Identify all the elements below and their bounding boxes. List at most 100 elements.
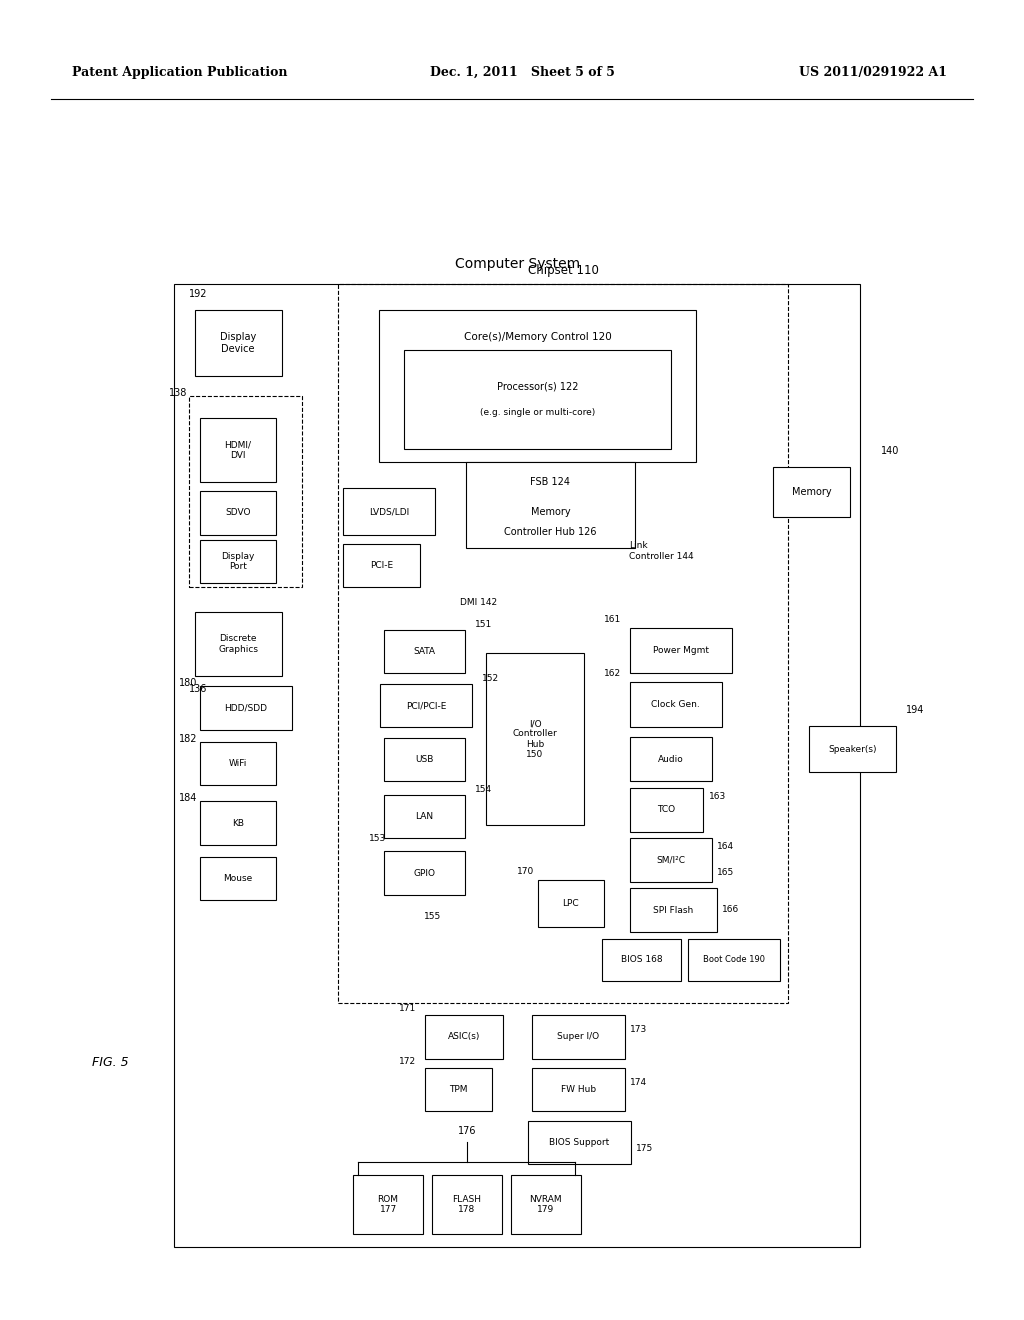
Text: 182: 182 [179,734,198,744]
Text: US 2011/0291922 A1: US 2011/0291922 A1 [799,66,947,79]
Text: BIOS Support: BIOS Support [550,1138,609,1147]
Text: Controller Hub 126: Controller Hub 126 [504,527,597,537]
Bar [384,795,465,838]
Bar [630,838,712,882]
Bar [466,462,635,548]
Text: 154: 154 [475,785,493,795]
Text: Speaker(s): Speaker(s) [828,744,877,754]
Bar [630,628,732,673]
Text: 153: 153 [369,834,386,843]
Bar [809,726,896,772]
Bar [338,284,788,1003]
Text: Boot Code 190: Boot Code 190 [703,956,765,964]
Text: 161: 161 [604,615,622,624]
Text: SM/I²C: SM/I²C [656,855,685,865]
Text: 164: 164 [717,842,734,851]
Text: HDMI/
DVI: HDMI/ DVI [224,441,252,459]
Text: GPIO: GPIO [414,869,435,878]
Text: Mouse: Mouse [223,874,253,883]
Text: Power Mgmt: Power Mgmt [653,647,709,655]
Bar [195,612,282,676]
Bar [532,1068,625,1111]
Text: LVDS/LDI: LVDS/LDI [369,507,410,516]
Text: 192: 192 [189,289,208,300]
Bar [200,742,276,785]
Text: NVRAM
179: NVRAM 179 [529,1195,562,1214]
Bar [511,1175,581,1234]
Bar [200,540,276,583]
Text: 173: 173 [630,1026,647,1035]
Text: 138: 138 [169,388,187,399]
Text: DMI 142: DMI 142 [460,598,497,607]
Bar [773,467,850,517]
Bar [200,801,276,845]
Text: 194: 194 [906,705,925,715]
Text: 174: 174 [630,1078,647,1088]
Text: LPC: LPC [562,899,580,908]
Text: Memory: Memory [530,507,570,516]
Bar [384,630,465,673]
Text: FSB 124: FSB 124 [530,477,570,487]
Bar [343,544,420,587]
Text: SPI Flash: SPI Flash [653,906,693,915]
Bar [343,488,435,535]
Text: ROM
177: ROM 177 [378,1195,398,1214]
Text: FIG. 5: FIG. 5 [92,1056,129,1069]
Text: HDD/SDD: HDD/SDD [224,704,267,713]
Text: 136: 136 [189,684,208,694]
Text: FW Hub: FW Hub [561,1085,596,1094]
Text: Link
Controller 144: Link Controller 144 [629,541,693,561]
Text: Processor(s) 122: Processor(s) 122 [497,381,579,391]
Bar [384,851,465,895]
Text: I/O
Controller
Hub
150: I/O Controller Hub 150 [513,719,557,759]
Bar [353,1175,423,1234]
Text: 176: 176 [458,1126,476,1137]
Bar [532,1015,625,1059]
Bar [630,737,712,781]
Text: Audio: Audio [657,755,684,763]
Bar [200,491,276,535]
Text: Clock Gen.: Clock Gen. [651,701,700,709]
Text: Dec. 1, 2011   Sheet 5 of 5: Dec. 1, 2011 Sheet 5 of 5 [430,66,615,79]
Text: ASIC(s): ASIC(s) [447,1032,480,1041]
Text: 172: 172 [399,1057,417,1067]
Bar [200,418,276,482]
Bar [630,888,717,932]
Text: Super I/O: Super I/O [557,1032,600,1041]
Text: Memory: Memory [792,487,831,498]
Bar [432,1175,502,1234]
Text: Display
Port: Display Port [221,552,255,572]
Bar [189,396,302,587]
Text: TCO: TCO [657,805,676,814]
Text: TPM: TPM [449,1085,468,1094]
Text: 170: 170 [517,867,535,876]
Text: 162: 162 [604,669,622,678]
Text: SDVO: SDVO [225,508,251,517]
Bar [630,788,703,832]
Text: KB: KB [232,818,244,828]
Bar [195,310,282,376]
Bar [425,1068,492,1111]
Text: 155: 155 [424,912,441,921]
Text: SATA: SATA [414,647,435,656]
Bar [425,1015,503,1059]
Bar [528,1121,631,1164]
Bar [538,880,604,927]
Bar [200,857,276,900]
Bar [404,350,671,449]
Text: 184: 184 [179,793,198,804]
Text: PCI-E: PCI-E [370,561,393,570]
Text: Core(s)/Memory Control 120: Core(s)/Memory Control 120 [464,331,611,342]
Text: PCI/PCI-E: PCI/PCI-E [406,701,446,710]
Text: Chipset 110: Chipset 110 [527,264,599,277]
Text: 140: 140 [881,446,899,457]
Text: Discrete
Graphics: Discrete Graphics [218,635,258,653]
Bar [602,939,681,981]
Bar [379,310,696,462]
Text: 175: 175 [636,1144,653,1154]
Text: Display
Device: Display Device [220,333,256,354]
Bar [380,684,472,727]
Text: USB: USB [416,755,433,764]
Text: WiFi: WiFi [229,759,247,768]
Text: 180: 180 [179,678,198,689]
